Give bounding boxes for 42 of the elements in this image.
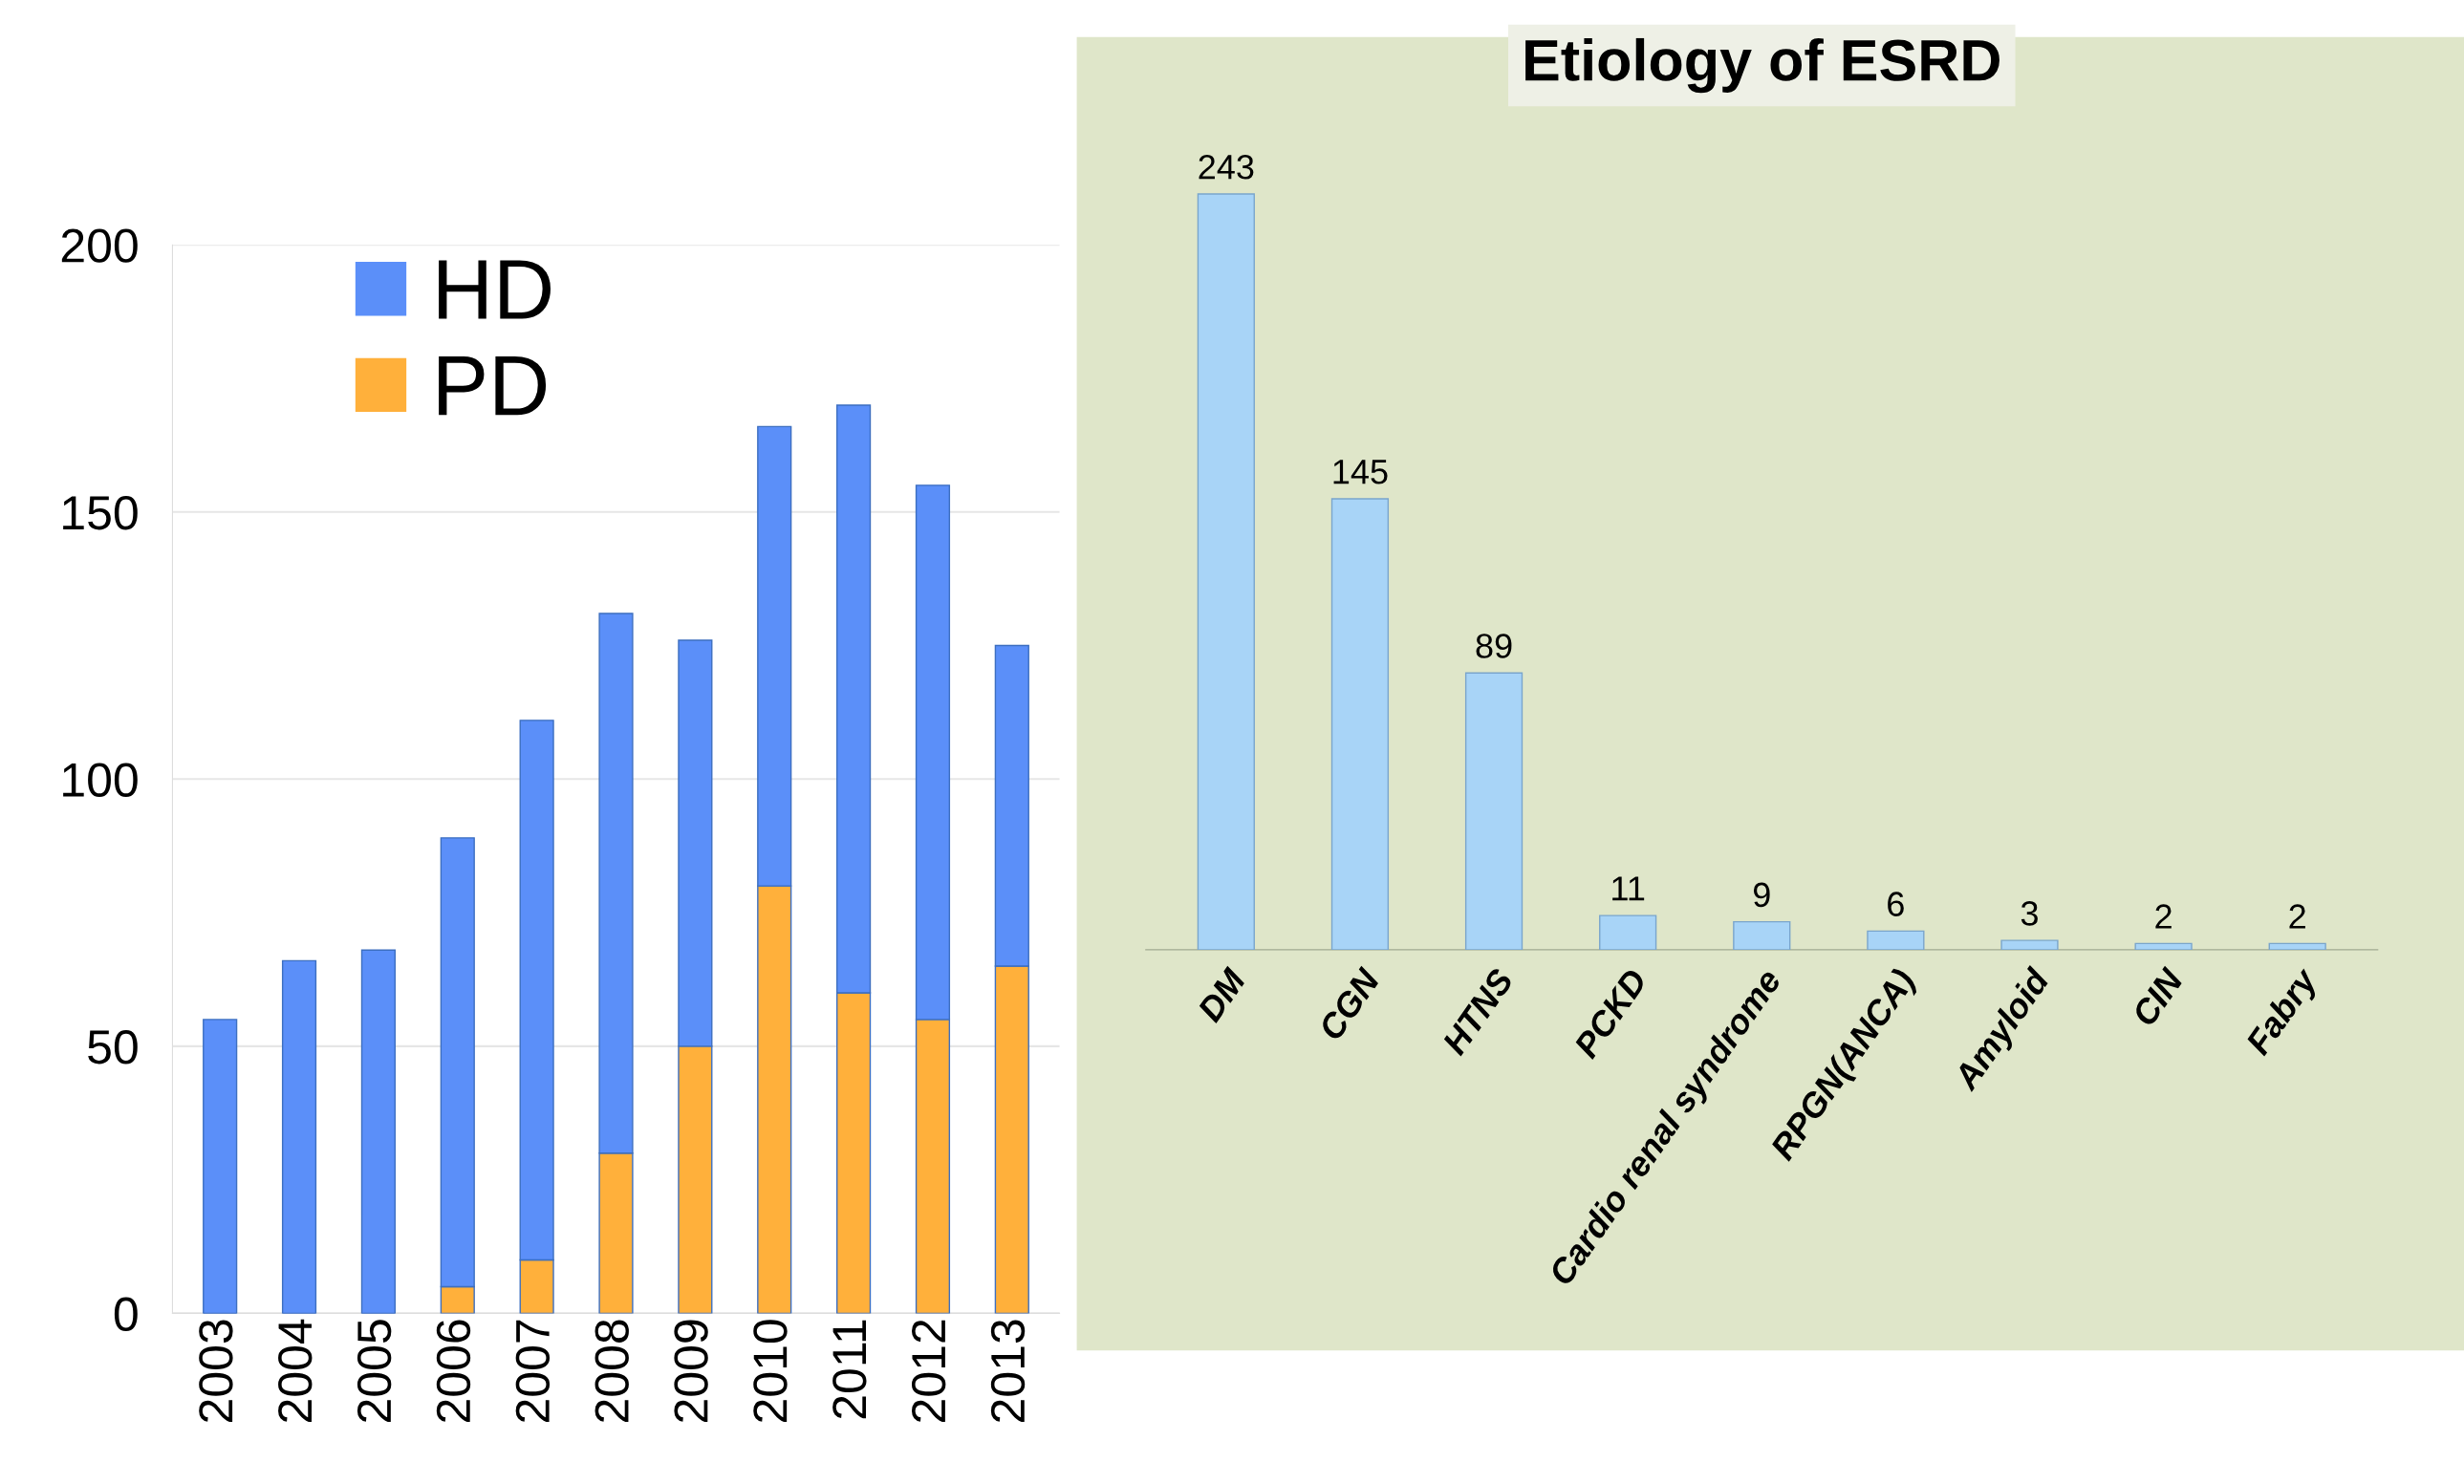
x-tick-label: 2011 bbox=[832, 1320, 867, 1419]
y-tick-label: 50 bbox=[88, 1030, 138, 1065]
data-label: 145 bbox=[1333, 460, 1388, 484]
x-tick-label: 2003 bbox=[199, 1320, 233, 1422]
x-tick-label: 2010 bbox=[753, 1320, 788, 1422]
bar bbox=[1733, 920, 1791, 950]
data-label: 89 bbox=[1476, 634, 1512, 658]
data-label: 2 bbox=[2289, 904, 2305, 929]
data-label: 6 bbox=[1888, 892, 1904, 916]
x-tick-label: CIN bbox=[2130, 965, 2185, 1028]
x-tick-label: 2005 bbox=[357, 1320, 392, 1422]
data-label: 3 bbox=[2021, 901, 2038, 926]
bar bbox=[1330, 498, 1390, 950]
data-label: 2 bbox=[2155, 904, 2172, 929]
bar bbox=[1464, 672, 1524, 950]
x-tick-label: 2004 bbox=[278, 1319, 313, 1422]
x-tick-label: 2012 bbox=[911, 1320, 946, 1422]
bar bbox=[1599, 914, 1657, 950]
legend-label: PD bbox=[439, 356, 547, 416]
bar bbox=[203, 1019, 238, 1314]
bar bbox=[2268, 942, 2326, 950]
x-tick-label: 2009 bbox=[674, 1320, 708, 1422]
chart-title: Etiology of ESRD bbox=[1525, 37, 1999, 94]
x-tick-label: DM bbox=[1197, 965, 1247, 1024]
y-tick-label: 100 bbox=[63, 763, 138, 797]
x-tick-label: 2013 bbox=[990, 1320, 1026, 1422]
data-label: 243 bbox=[1199, 155, 1254, 180]
y-tick-label: 200 bbox=[61, 228, 138, 263]
y-tick-label: 150 bbox=[63, 495, 138, 530]
y-tick-label: 0 bbox=[114, 1297, 138, 1332]
bar bbox=[281, 959, 317, 1314]
x-tick-label: 2007 bbox=[515, 1320, 551, 1422]
x-tick-label: 2008 bbox=[594, 1320, 629, 1422]
bar bbox=[2134, 942, 2193, 950]
legend-label: HD bbox=[439, 260, 551, 319]
bar bbox=[360, 949, 397, 1314]
data-label: 9 bbox=[1753, 882, 1770, 908]
x-tick-label: 2006 bbox=[436, 1320, 471, 1422]
bar bbox=[2000, 939, 2059, 950]
bar bbox=[1867, 930, 1925, 950]
data-label: 11 bbox=[1612, 876, 1645, 901]
bar bbox=[1197, 193, 1255, 950]
